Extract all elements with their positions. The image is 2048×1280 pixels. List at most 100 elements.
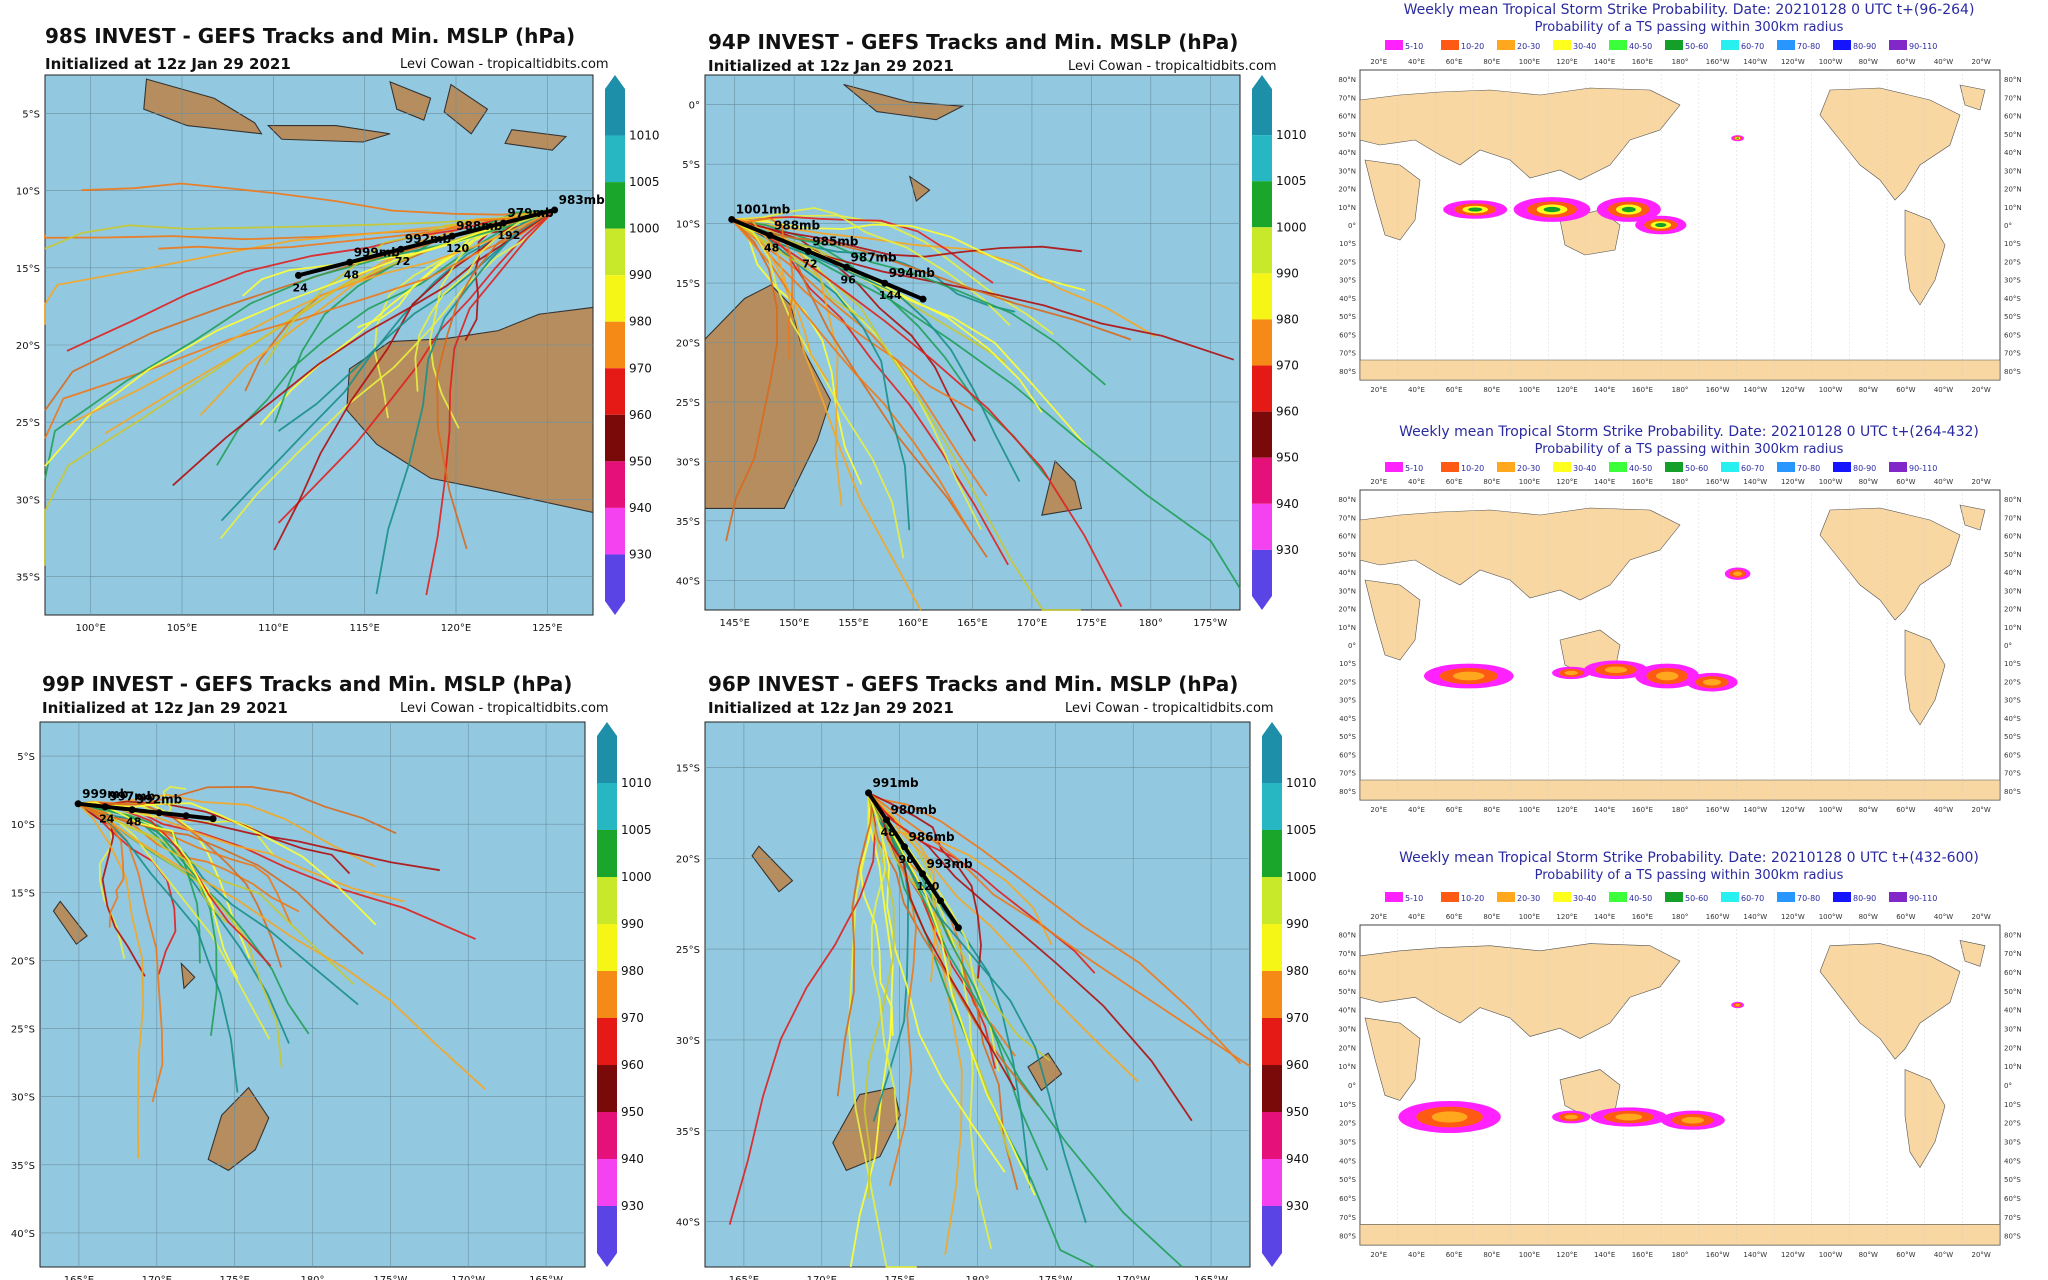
colorbar-label: 1000 <box>1286 870 1317 884</box>
mslp-label: 992mb <box>405 232 452 246</box>
lon-tick-label-bottom: 100°W <box>1819 806 1843 814</box>
mean-track <box>77 801 214 821</box>
ensemble-track <box>867 792 1040 1107</box>
colorbar-segment <box>1262 736 1282 783</box>
lon-tick-label-top: 180° <box>1672 58 1689 66</box>
probability-area <box>1681 1116 1704 1124</box>
colorbar-label: 980 <box>1286 964 1309 978</box>
lon-tick-label-bottom: 60°E <box>1446 1251 1463 1259</box>
colorbar-segment <box>597 971 617 1018</box>
colorbar-segment <box>597 1065 617 1112</box>
lon-tick-label: 175°E <box>219 1275 249 1280</box>
legend-swatch <box>1497 892 1515 902</box>
track-panel-99p: 99P INVEST - GEFS Tracks and Min. MSLP (… <box>0 650 660 1280</box>
colorbar-label: 940 <box>1276 497 1299 511</box>
probability-area <box>1735 1003 1740 1007</box>
lat-tick-label-left: 30°N <box>1338 587 1356 595</box>
ensemble-track <box>731 214 1054 335</box>
lat-tick-label-right: 70°N <box>2004 950 2022 958</box>
ensemble-track <box>77 803 145 1159</box>
lat-tick-label-right: 30°N <box>2004 587 2022 595</box>
mslp-label: 983mb <box>559 193 606 207</box>
continent <box>1364 1017 1421 1101</box>
colorbar-segment <box>1252 549 1272 596</box>
colorbar-label: 970 <box>1286 1011 1309 1025</box>
mean-track-point <box>843 263 851 271</box>
lon-tick-label-top: 140°E <box>1594 478 1615 486</box>
colorbar-label: 1010 <box>1276 128 1307 142</box>
colorbar-bottom-arrow <box>1262 1253 1282 1267</box>
track-map: 0° 5°S 10°S 15°S 20°S 25°S 30°S 35°S 40°S 145°E 15… <box>676 74 1307 629</box>
lon-tick-label-bottom: 100°E <box>1519 386 1540 394</box>
ensemble-track <box>77 802 218 1036</box>
lon-tick-label-bottom: 40°W <box>1934 386 1953 394</box>
lat-tick-label-right: 80°S <box>2004 368 2021 376</box>
legend-swatch <box>1889 892 1907 902</box>
lon-tick-label-bottom: 80°E <box>1483 386 1500 394</box>
lon-tick-label: 165°E <box>957 618 987 629</box>
lon-tick-label: 170°E <box>142 1275 172 1280</box>
ensemble-track <box>867 792 1036 1196</box>
ensemble-track <box>867 792 1183 1268</box>
lat-tick-label: 15°S <box>16 264 40 275</box>
colorbar-label: 970 <box>629 361 652 375</box>
colorbar-segment <box>1252 273 1272 320</box>
ensemble-track <box>867 792 900 1140</box>
ensemble-track <box>220 209 555 522</box>
lon-tick-label: 175°E <box>884 1275 914 1280</box>
mean-track-point <box>397 245 405 253</box>
lat-tick-label-right: 40°N <box>2004 149 2022 157</box>
legend-label: 70-80 <box>1797 894 1820 903</box>
lon-tick-label-top: 120°E <box>1556 913 1577 921</box>
lat-tick-label-left: 10°N <box>1338 204 1356 212</box>
forecast-hour-label: 48 <box>344 268 359 281</box>
ensemble-track <box>66 209 555 426</box>
lat-tick-label-left: 30°N <box>1338 167 1356 175</box>
colorbar-label: 930 <box>1286 1199 1309 1213</box>
legend-label: 70-80 <box>1797 464 1820 473</box>
colorbar-segment <box>1262 1206 1282 1253</box>
forecast-hour-label: 144 <box>879 289 902 302</box>
lon-tick-label-top: 100°E <box>1519 478 1540 486</box>
colorbar-label: 990 <box>1276 266 1299 280</box>
lat-tick-label-left: 80°N <box>1338 496 1356 504</box>
lat-tick-label-left: 70°N <box>1338 950 1356 958</box>
ensemble-track <box>731 217 794 359</box>
mslp-label: 986mb <box>908 830 955 844</box>
legend-label: 40-50 <box>1629 894 1652 903</box>
ensemble-track <box>867 792 910 1122</box>
forecast-hour-label: 48 <box>764 241 779 254</box>
lon-tick-label-top: 20°W <box>1972 478 1991 486</box>
lon-tick-label-top: 40°E <box>1408 478 1425 486</box>
lat-tick-label-right: 30°N <box>2004 167 2022 175</box>
legend-swatch <box>1385 462 1403 472</box>
legend-label: 20-30 <box>1517 42 1540 51</box>
lon-tick-label: 170°E <box>1017 618 1047 629</box>
ensemble-track <box>44 209 555 566</box>
mean-track-point <box>101 803 109 811</box>
panel-init-time: Initialized at 12z Jan 29 2021 <box>42 699 288 717</box>
lat-tick-label-left: 70°N <box>1338 514 1356 522</box>
mean-track-point <box>900 843 908 851</box>
ensemble-track <box>731 218 905 559</box>
continent <box>1959 504 1986 531</box>
colorbar-segment <box>1252 89 1272 136</box>
legend-swatch <box>1777 40 1795 50</box>
lon-tick-label: 170°E <box>807 1275 837 1280</box>
panel-credit: Levi Cowan - tropicaltidbits.com <box>1068 59 1277 74</box>
legend-swatch <box>1609 892 1627 902</box>
ensemble-track <box>77 802 228 924</box>
lon-tick-label-top: 160°E <box>1632 913 1653 921</box>
colorbar-segment <box>597 877 617 924</box>
lon-tick-label-bottom: 100°E <box>1519 1251 1540 1259</box>
lat-tick-label-left: 20°N <box>1338 606 1356 614</box>
legend-swatch <box>1721 40 1739 50</box>
lon-tick-label-bottom: 60°E <box>1446 386 1463 394</box>
lon-tick-label-bottom: 60°W <box>1896 1251 1915 1259</box>
colorbar-segment <box>605 135 625 183</box>
lon-tick-label-bottom: 120°E <box>1556 1251 1577 1259</box>
lat-tick-label: 25°S <box>16 418 40 429</box>
legend-label: 90-110 <box>1909 894 1937 903</box>
lat-tick-label-right: 10°S <box>2004 660 2021 668</box>
colorbar-label: 950 <box>1276 451 1299 465</box>
